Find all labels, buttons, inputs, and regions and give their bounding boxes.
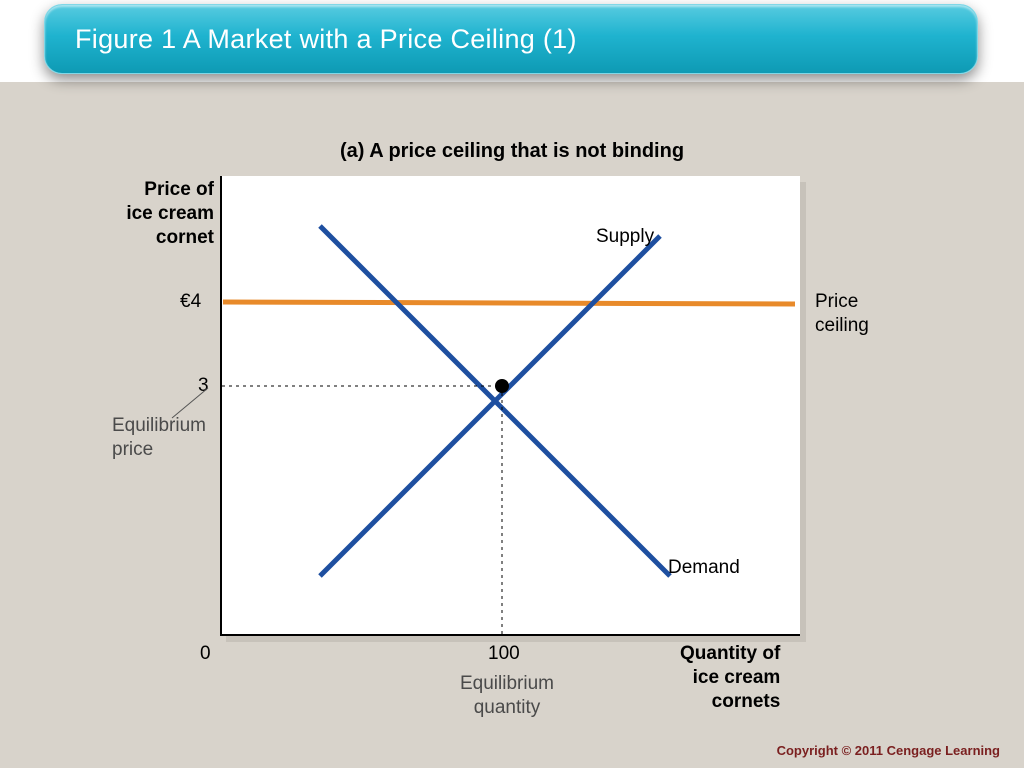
demand-label: Demand (668, 556, 740, 580)
slide-root: Figure 1 A Market with a Price Ceiling (… (0, 0, 1024, 768)
equilibrium-price-label: Equilibriumprice (112, 414, 206, 462)
y-tick-4: €4 (180, 290, 201, 314)
price-ceiling-line (223, 302, 795, 304)
equilibrium-point (495, 379, 509, 393)
title-bar: Figure 1 A Market with a Price Ceiling (… (44, 4, 978, 74)
chart-subtitle: (a) A price ceiling that is not binding (0, 140, 1024, 163)
supply-label: Supply (596, 225, 654, 249)
x-tick-100: 100 (488, 642, 520, 666)
equilibrium-quantity-label: Equilibriumquantity (460, 672, 554, 720)
origin-label: 0 (200, 642, 211, 666)
x-axis-label: Quantity of ice cream cornets (680, 642, 780, 713)
slide-title: Figure 1 A Market with a Price Ceiling (… (75, 24, 577, 55)
price-ceiling-label: Priceceiling (815, 290, 869, 338)
copyright-text: Copyright © 2011 Cengage Learning (777, 743, 1000, 758)
supply-line (320, 236, 660, 576)
y-tick-3: 3 (198, 374, 209, 398)
y-axis-label: Price of ice cream cornet (118, 178, 214, 249)
